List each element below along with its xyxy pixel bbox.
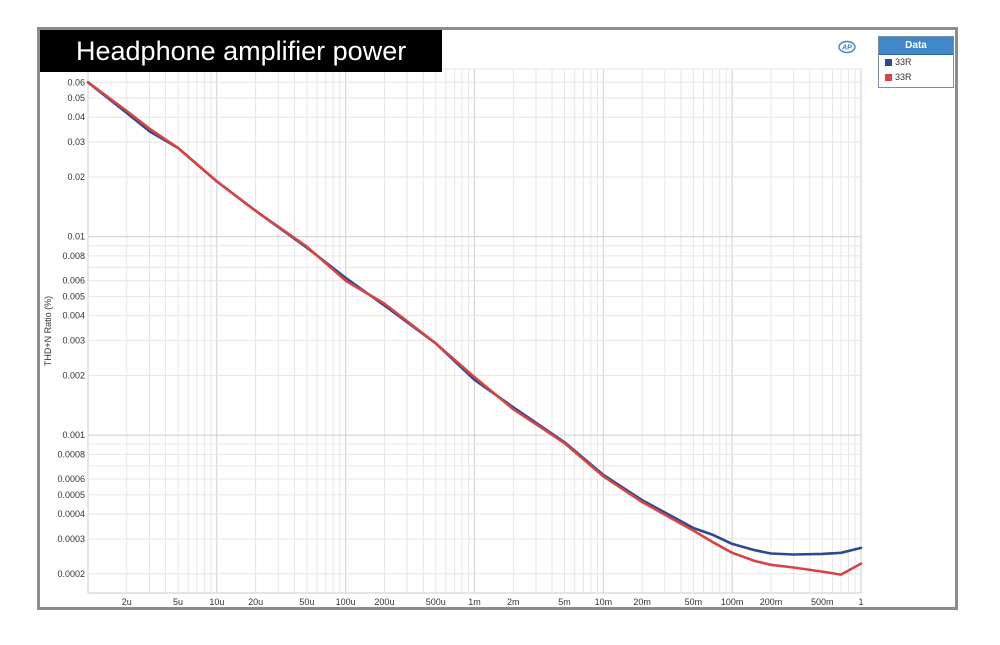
- y-tick-label: 0.004: [62, 311, 85, 321]
- x-tick-label: 1m: [468, 597, 481, 607]
- x-tick-label: 100m: [721, 597, 744, 607]
- y-tick-label: 0.0004: [57, 509, 85, 519]
- y-tick-label: 0.0002: [57, 569, 85, 579]
- ap-logo-icon: AP: [838, 40, 856, 54]
- x-tick-label: 5u: [173, 597, 183, 607]
- x-tick-label: 20u: [248, 597, 263, 607]
- legend-label: 33R: [895, 72, 912, 82]
- y-tick-label: 0.03: [67, 137, 85, 147]
- legend-swatch-red: [885, 74, 892, 81]
- legend-title: Data: [879, 37, 953, 55]
- y-tick-label: 0.01: [67, 232, 85, 242]
- x-tick-label: 2m: [507, 597, 520, 607]
- y-tick-label: 0.003: [62, 335, 85, 345]
- x-tick-label: 10m: [595, 597, 613, 607]
- x-axis-ticks: 2u 5u 10u 20u 50u 100u 200u 500u 1m 2m 5m 10m 20m 50m…: [122, 597, 864, 607]
- y-tick-label: 0.02: [67, 172, 85, 182]
- x-tick-label: 50m: [685, 597, 703, 607]
- y-tick-label: 0.0008: [57, 449, 85, 459]
- y-axis-ticks: 0.06 0.05 0.04 0.03 0.02 0.01 0.008 0.006 0.005 0…: [57, 77, 85, 578]
- y-axis-label: THD+N Ratio (%): [43, 296, 53, 366]
- y-tick-label: 0.001: [62, 430, 85, 440]
- y-tick-label: 0.006: [62, 276, 85, 286]
- y-tick-label: 0.0006: [57, 474, 85, 484]
- y-tick-label: 0.04: [67, 112, 85, 122]
- series-lines: [86, 81, 863, 576]
- x-tick-label: 20m: [633, 597, 651, 607]
- x-tick-label: 5m: [558, 597, 571, 607]
- x-tick-label: 100u: [336, 597, 356, 607]
- y-tick-label: 0.0003: [57, 534, 85, 544]
- x-tick-label: 500m: [811, 597, 834, 607]
- x-tick-label: 1: [858, 597, 863, 607]
- x-tick-label: 200m: [760, 597, 783, 607]
- x-tick-label: 10u: [209, 597, 224, 607]
- legend-label: 33R: [895, 57, 912, 67]
- series-line-red: [86, 81, 863, 576]
- legend-swatch-blue: [885, 59, 892, 66]
- page-title: Headphone amplifier power: [40, 30, 442, 72]
- y-tick-label: 0.008: [62, 251, 85, 261]
- grid-lines: [87, 68, 862, 593]
- y-tick-label: 0.005: [62, 291, 85, 301]
- y-tick-label: 0.06: [67, 77, 85, 87]
- y-tick-label: 0.0005: [57, 490, 85, 500]
- x-tick-label: 200u: [374, 597, 394, 607]
- y-tick-label: 0.05: [67, 93, 85, 103]
- svg-text:AP: AP: [841, 45, 852, 52]
- legend-item-red[interactable]: 33R: [879, 70, 953, 85]
- x-tick-label: 2u: [122, 597, 132, 607]
- x-tick-label: 50u: [299, 597, 314, 607]
- legend: Data 33R 33R: [878, 36, 954, 88]
- x-tick-label: 500u: [426, 597, 446, 607]
- legend-item-blue[interactable]: 33R: [879, 55, 953, 70]
- y-tick-label: 0.002: [62, 370, 85, 380]
